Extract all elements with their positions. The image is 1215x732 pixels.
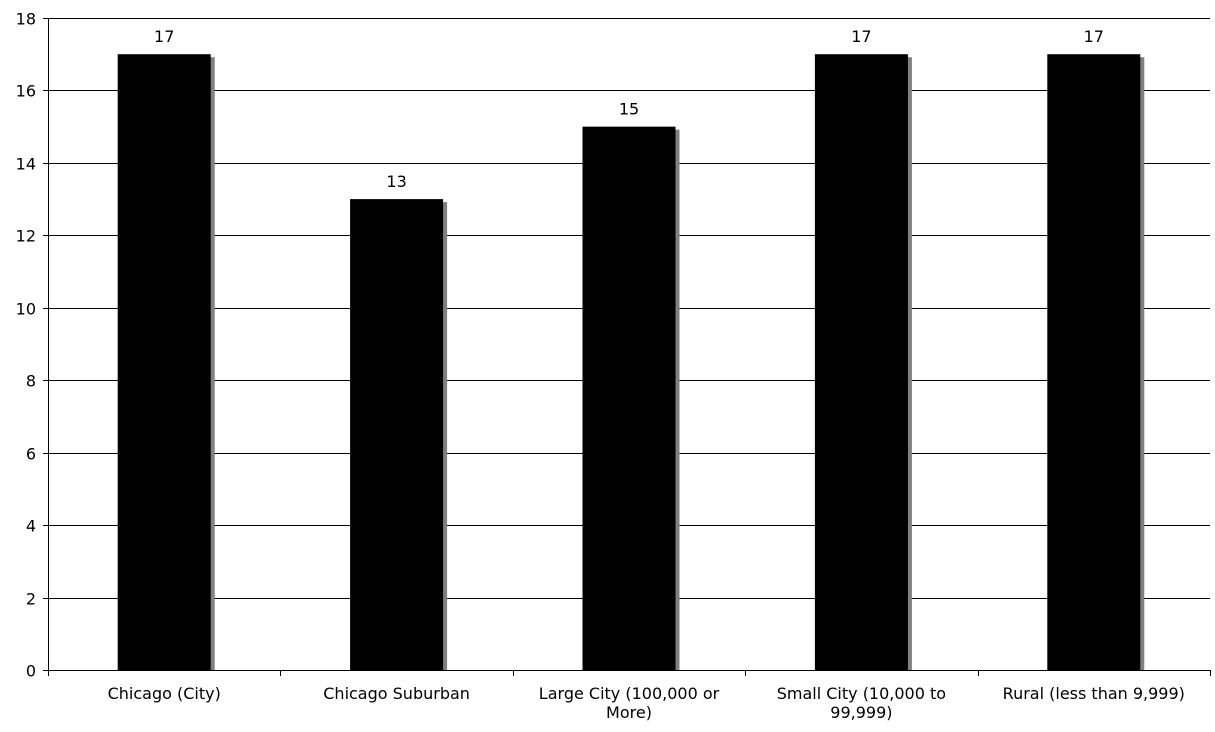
y-axis-tick-labels: 0 2 4 6 8 10 12 14 16 18 <box>16 10 36 681</box>
x-category-label: Chicago (City) <box>108 684 221 703</box>
axes <box>43 18 1211 676</box>
bar <box>814 54 908 670</box>
y-tick-label: 8 <box>26 372 36 391</box>
bar <box>350 199 444 670</box>
y-tick-label: 2 <box>26 590 36 609</box>
y-tick-label: 0 <box>26 662 36 681</box>
y-tick-label: 6 <box>26 445 36 464</box>
data-label: 17 <box>154 27 174 46</box>
x-category-label: Rural (less than 9,999) <box>1003 684 1185 703</box>
data-label: 17 <box>851 27 871 46</box>
x-category-label: Small City (10,000 to 99,999) <box>777 684 946 722</box>
data-label: 17 <box>1084 27 1104 46</box>
x-category-label: Large City (100,000 or More) <box>539 684 720 722</box>
bar <box>117 54 211 670</box>
bars <box>117 54 1145 670</box>
y-tick-label: 14 <box>16 155 36 174</box>
y-tick-label: 12 <box>16 227 36 246</box>
data-labels: 17 13 15 17 17 <box>154 27 1104 191</box>
x-category-label: Chicago Suburban <box>323 684 470 703</box>
y-tick-label: 10 <box>16 300 36 319</box>
y-tick-label: 4 <box>26 517 36 536</box>
y-tick-label: 18 <box>16 10 36 29</box>
y-tick-label: 16 <box>16 82 36 101</box>
x-axis-category-labels: Chicago (City) Chicago Suburban Large City… <box>108 684 1185 722</box>
bar <box>582 126 676 670</box>
data-label: 15 <box>619 100 639 119</box>
bar <box>1047 54 1141 670</box>
data-label: 13 <box>386 172 406 191</box>
